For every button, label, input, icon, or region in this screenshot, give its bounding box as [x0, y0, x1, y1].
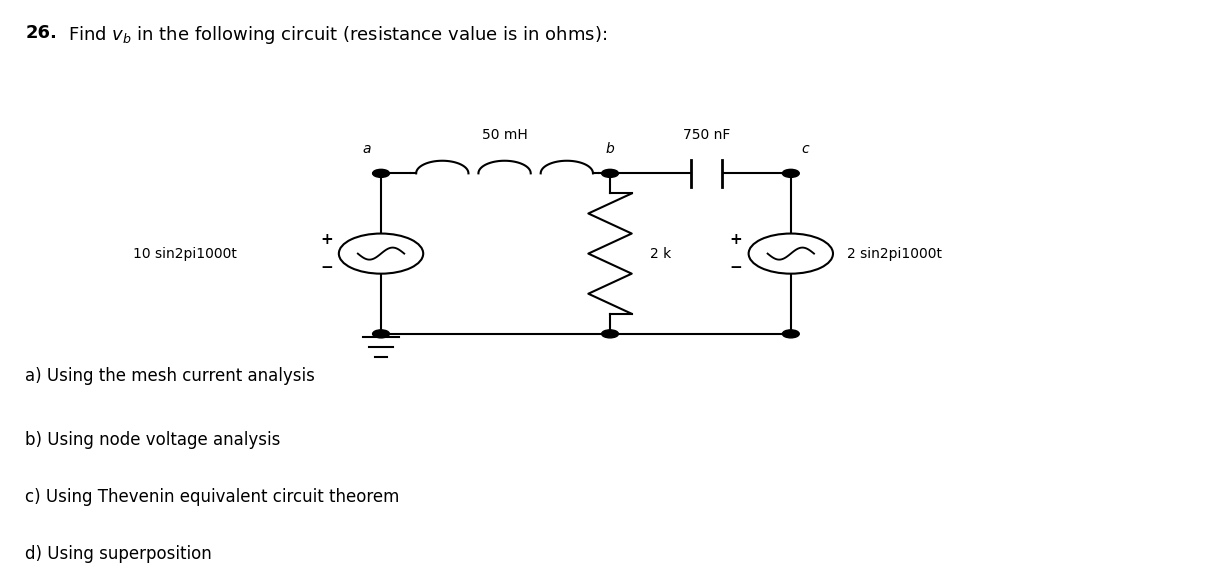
Text: b) Using node voltage analysis: b) Using node voltage analysis	[25, 430, 281, 449]
Text: −: −	[320, 260, 333, 275]
Text: 50 mH: 50 mH	[482, 128, 528, 142]
Circle shape	[372, 330, 389, 338]
Text: c: c	[801, 142, 809, 156]
Circle shape	[372, 169, 389, 177]
Text: b: b	[605, 142, 615, 156]
Text: +: +	[320, 232, 333, 247]
Text: 26.: 26.	[25, 24, 57, 42]
Circle shape	[783, 330, 800, 338]
Text: 750 nF: 750 nF	[683, 128, 730, 142]
Circle shape	[783, 169, 800, 177]
Text: Find $v_b$ in the following circuit (resistance value is in ohms):: Find $v_b$ in the following circuit (res…	[68, 24, 606, 46]
Text: c) Using Thevenin equivalent circuit theorem: c) Using Thevenin equivalent circuit the…	[25, 488, 400, 506]
Text: d) Using superposition: d) Using superposition	[25, 545, 213, 563]
Circle shape	[602, 169, 618, 177]
Text: 2 sin2pi1000t: 2 sin2pi1000t	[848, 247, 942, 260]
Text: 10 sin2pi1000t: 10 sin2pi1000t	[133, 247, 237, 260]
Text: +: +	[730, 232, 743, 247]
Text: a) Using the mesh current analysis: a) Using the mesh current analysis	[25, 367, 315, 385]
Text: a: a	[362, 142, 371, 156]
Circle shape	[602, 330, 618, 338]
Text: 2 k: 2 k	[650, 247, 672, 260]
Text: −: −	[730, 260, 743, 275]
